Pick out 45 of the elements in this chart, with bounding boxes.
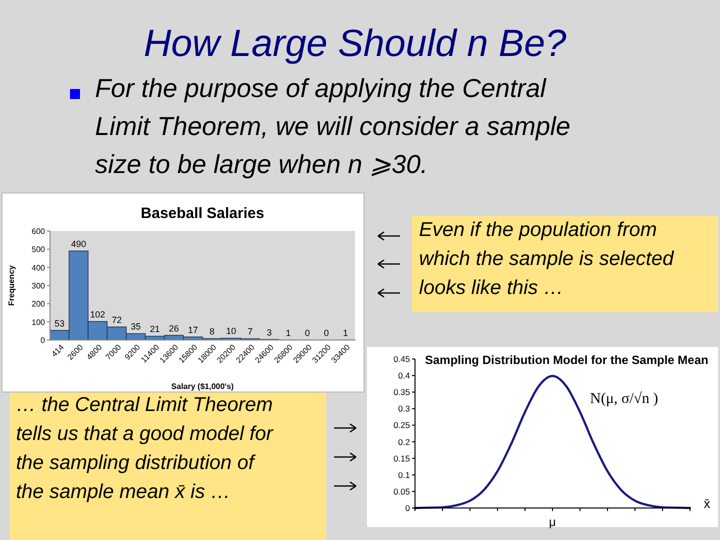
y-tick-label: 400	[32, 263, 46, 272]
text: Even if the population from which the sample is selected looks like this …	[419, 219, 674, 299]
data-label: 490	[71, 238, 86, 249]
y-tick-label: 500	[32, 245, 46, 254]
data-label: 21	[150, 324, 160, 334]
data-label: 1	[286, 328, 291, 338]
x-axis-title: Salary ($1,000's)	[171, 382, 234, 391]
y-tick-label: 0	[40, 336, 46, 345]
text: … the Central Limit Theorem tells us that a good model for the sampling distribution of the sample mean x̄ is …	[16, 394, 274, 503]
y-tick-label: 0.1	[398, 470, 410, 480]
data-label: 3	[266, 327, 272, 338]
y-axis-title: Frequency	[7, 264, 16, 306]
y-tick-label: 0.05	[393, 486, 410, 496]
data-label: 10	[226, 326, 236, 336]
data-label: 53	[54, 318, 65, 328]
data-label: 35	[130, 322, 141, 332]
data-label: 7	[248, 326, 253, 337]
text: For the purpose of applying the Central Limit Theorem, we will consider a sample size to be large when n ⩾30.	[95, 73, 570, 179]
data-label: 0	[324, 328, 329, 338]
annotation: N(μ, σ/√n )	[590, 391, 658, 407]
x-tick-label: 414	[50, 342, 66, 359]
y-tick-label: 0.25	[393, 420, 410, 430]
y-tick-label: 0	[405, 503, 410, 513]
chart-title: Baseball Salaries	[140, 205, 264, 222]
y-tick-label: 200	[32, 300, 46, 309]
y-tick-label: 300	[32, 282, 46, 290]
chart-title: Sampling Distribution Model for the Sample Mean	[425, 353, 708, 367]
y-tick-label: 0.15	[393, 453, 410, 464]
y-tick-label: 0.35	[393, 387, 410, 398]
x-axis-title: x̄	[704, 496, 711, 511]
data-label: 17	[188, 324, 198, 335]
y-tick-label: 600	[32, 227, 46, 236]
data-label: 72	[112, 314, 122, 325]
data-label: 8	[210, 326, 215, 337]
x-tick-label: μ	[549, 515, 556, 529]
y-tick-label: 100	[32, 318, 46, 327]
data-label: 26	[168, 323, 179, 334]
y-tick-label: 0.45	[393, 354, 410, 364]
data-label: 0	[304, 328, 310, 338]
data-label: 102	[90, 309, 106, 320]
y-tick-label: 0.3	[398, 404, 410, 414]
data-label: 1	[342, 328, 348, 338]
y-tick-label: 0.4	[398, 370, 410, 381]
y-tick-label: 0.2	[398, 436, 410, 447]
text: How Large Should n Be?	[144, 23, 568, 65]
